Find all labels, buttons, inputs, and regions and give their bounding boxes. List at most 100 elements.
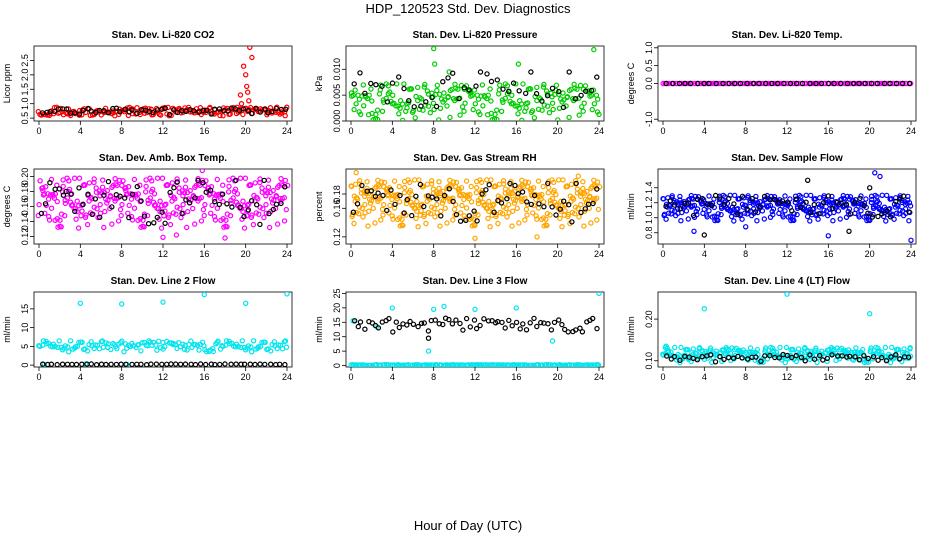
data-point	[837, 216, 843, 222]
data-point	[811, 356, 818, 362]
data-point	[427, 109, 433, 116]
data-point	[676, 200, 682, 206]
data-point	[240, 198, 246, 204]
data-point	[241, 225, 248, 231]
x-tick-label: 4	[78, 372, 83, 382]
y-axis-label: ml/min	[626, 193, 636, 220]
figure-title: HDP_120523 Std. Dev. Diagnostics	[365, 1, 571, 16]
data-point	[883, 218, 889, 224]
data-point	[873, 199, 880, 205]
x-tick-label: 0	[660, 249, 665, 259]
data-point	[525, 179, 532, 186]
data-point	[677, 205, 683, 212]
data-point	[869, 196, 875, 203]
data-point	[135, 191, 141, 197]
y-tick-label: 0.0	[644, 77, 654, 90]
data-point	[201, 212, 207, 219]
data-point	[787, 80, 794, 87]
data-point	[119, 201, 125, 208]
data-point	[232, 186, 239, 192]
data-point	[718, 211, 724, 218]
x-tick-label: 0	[36, 372, 41, 382]
panel-title: Stan. Dev. Li-820 CO2	[112, 30, 215, 41]
data-point	[159, 361, 165, 367]
data-point	[587, 193, 593, 199]
data-point	[499, 319, 505, 326]
data-point	[201, 292, 207, 298]
y-tick-label: -1.0	[644, 111, 654, 127]
data-point	[515, 193, 521, 199]
data-point	[122, 106, 128, 113]
data-point	[453, 179, 460, 186]
data-point	[468, 183, 474, 190]
data-point	[191, 221, 198, 227]
data-point	[131, 176, 138, 183]
data-points	[660, 80, 914, 87]
data-point	[80, 201, 86, 208]
data-point	[475, 212, 481, 218]
data-point	[843, 201, 850, 207]
data-point	[902, 355, 909, 361]
data-point	[202, 201, 208, 208]
data-point	[818, 80, 825, 87]
data-point	[399, 216, 405, 222]
chart-panel-4: Stan. Dev. Amb. Box Temp. 0 4 8 12 16 20 24 0.12…	[2, 153, 293, 259]
data-point	[154, 347, 160, 353]
data-point	[678, 80, 685, 87]
data-point	[350, 209, 357, 215]
data-point	[449, 321, 456, 327]
x-tick-label: 20	[241, 372, 251, 382]
data-point	[459, 202, 465, 209]
data-point	[579, 362, 586, 367]
data-point	[471, 317, 478, 323]
data-point	[523, 90, 529, 97]
x-tick-label: 16	[199, 372, 209, 382]
data-point	[147, 195, 153, 201]
data-point	[432, 214, 438, 220]
data-point	[830, 199, 837, 206]
data-point	[546, 109, 553, 116]
data-point	[207, 210, 214, 216]
data-point	[391, 178, 398, 184]
data-point	[421, 84, 427, 90]
data-point	[188, 338, 194, 344]
data-point	[84, 221, 91, 228]
data-point	[138, 361, 144, 367]
data-point	[222, 235, 228, 241]
data-point	[466, 213, 472, 219]
data-point	[677, 359, 683, 366]
data-point	[461, 108, 467, 114]
data-point	[867, 185, 873, 191]
data-point	[61, 212, 68, 219]
data-point	[770, 211, 776, 218]
data-point	[776, 196, 783, 203]
data-point	[360, 82, 366, 88]
data-point	[141, 110, 148, 116]
data-point	[533, 213, 539, 219]
data-point	[545, 180, 551, 187]
data-point	[460, 327, 466, 333]
data-point	[494, 77, 500, 83]
data-point	[907, 203, 914, 209]
y-tick-label: 0.14	[20, 213, 30, 231]
data-point	[577, 82, 584, 89]
data-point	[241, 361, 248, 367]
data-point	[118, 301, 125, 307]
data-point	[145, 220, 152, 227]
data-point	[875, 357, 881, 363]
y-tick-label: 0.18	[20, 183, 30, 201]
data-point	[664, 353, 670, 359]
data-point	[350, 92, 356, 99]
data-point	[594, 74, 600, 80]
data-point	[82, 214, 89, 220]
data-point	[663, 343, 669, 349]
data-point	[134, 110, 140, 116]
data-point	[883, 358, 890, 364]
x-tick-label: 8	[119, 126, 124, 136]
data-point	[364, 185, 370, 192]
data-point	[474, 218, 480, 224]
data-point	[763, 80, 769, 87]
data-point	[726, 80, 732, 87]
data-point	[780, 214, 786, 220]
